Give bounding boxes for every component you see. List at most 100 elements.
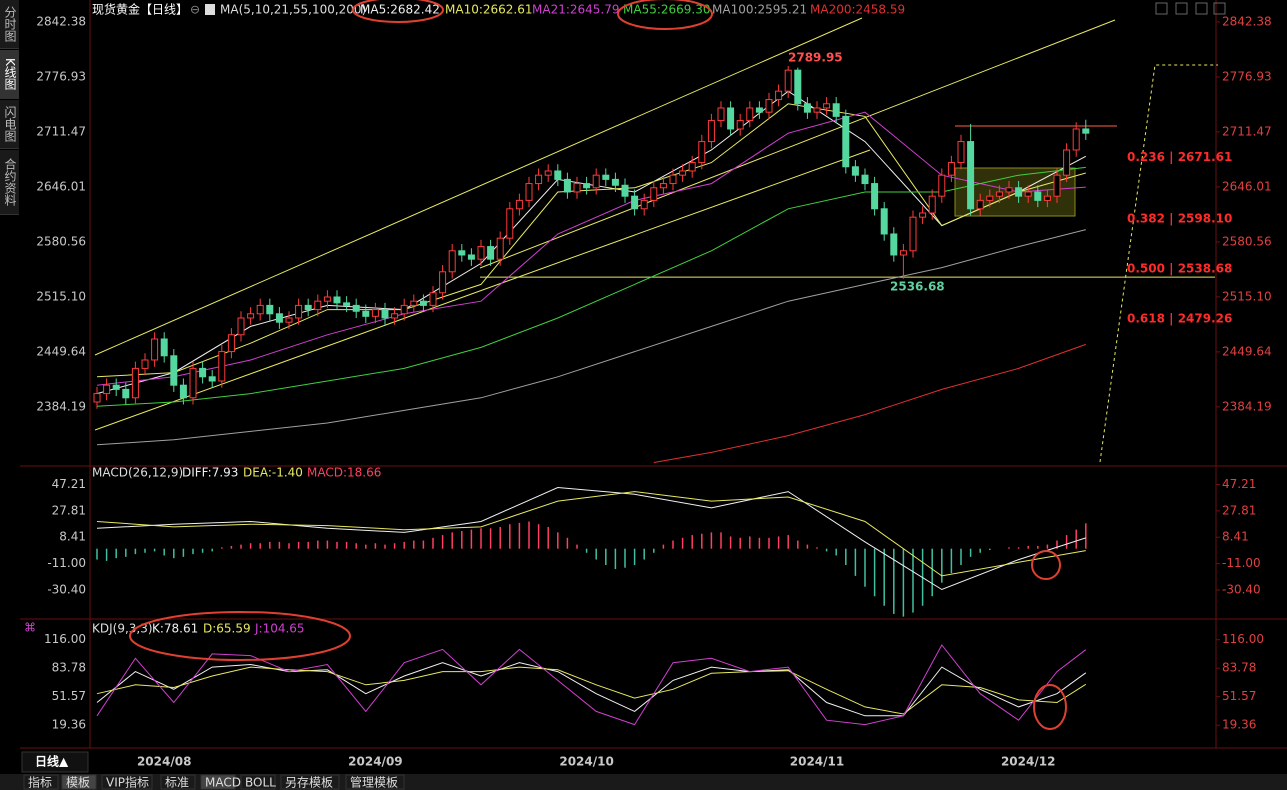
candle-body — [602, 174, 610, 180]
tab[interactable] — [280, 774, 340, 790]
candle-body — [717, 107, 725, 122]
tab-label[interactable]: VIP指标 — [106, 775, 149, 790]
candle-body — [554, 170, 562, 180]
tab-label[interactable]: BOLL — [245, 776, 276, 790]
candle-body — [141, 359, 149, 369]
y-tick-label: 51.57 — [52, 689, 86, 703]
candle-body — [314, 300, 322, 311]
y-tick-label: 19.36 — [52, 718, 86, 732]
fib-label: 0.236 | 2671.61 — [1127, 150, 1232, 164]
trend-line — [94, 149, 871, 431]
line-series — [653, 343, 1086, 463]
y-tick-label: 47.21 — [1222, 477, 1256, 491]
candle-body — [352, 304, 360, 312]
y-tick-label: 2842.38 — [36, 14, 86, 28]
candle-body — [967, 141, 975, 210]
candle-body — [131, 367, 139, 399]
candle-body — [467, 254, 475, 260]
highlight-circle — [1031, 550, 1061, 580]
period[interactable]: 日线▲ — [35, 754, 69, 769]
candle-body — [563, 178, 571, 193]
y-tick-label: -30.40 — [1222, 583, 1261, 597]
candle-body — [1024, 191, 1032, 197]
x-tick-label: 2024/09 — [348, 755, 402, 769]
tab-label[interactable]: 模板 — [66, 776, 90, 790]
candle-body — [919, 212, 927, 218]
y-tick-label: 47.21 — [52, 477, 86, 491]
y-tick-label: 2646.01 — [1222, 179, 1272, 193]
tab[interactable] — [200, 774, 236, 790]
tab[interactable] — [160, 774, 196, 790]
highlight-circle — [1033, 684, 1067, 730]
candle-body — [199, 367, 207, 378]
candle-body — [506, 208, 514, 239]
line-series — [96, 486, 1086, 591]
candle-body — [688, 162, 696, 172]
candle-body — [573, 183, 581, 193]
fib-label: 0.618 | 2479.26 — [1127, 312, 1232, 326]
y-tick-label: -11.00 — [1222, 556, 1261, 570]
candle-body — [371, 309, 379, 317]
tab-label[interactable]: 另存模板 — [285, 776, 333, 790]
candle-body — [842, 115, 850, 168]
y-tick-label: 27.81 — [52, 503, 86, 517]
tab-label[interactable]: 指标 — [28, 775, 52, 790]
candle-body — [583, 183, 591, 189]
y-tick-label: 8.41 — [1222, 530, 1249, 544]
candle-body — [1063, 149, 1071, 176]
tab-label[interactable]: MACD — [205, 776, 241, 790]
candle-body — [487, 246, 495, 260]
side-tab[interactable]: K线图 — [0, 50, 19, 99]
candle-body — [861, 174, 869, 185]
candle-body — [179, 384, 187, 399]
icon[interactable] — [205, 4, 215, 15]
y-tick-label: 2449.64 — [1222, 344, 1272, 358]
candle-body — [938, 174, 946, 197]
side-tab[interactable]: 闪电图 — [0, 100, 19, 149]
candle-body — [803, 103, 811, 113]
y-tick-label: 83.78 — [52, 661, 86, 675]
projection-line — [1099, 64, 1218, 463]
tab[interactable] — [61, 774, 97, 790]
candle-body — [899, 250, 907, 256]
candle-body — [170, 355, 178, 386]
tab[interactable] — [345, 774, 405, 790]
y-tick-label: 2580.56 — [36, 234, 86, 248]
y-tick-label: 51.57 — [1222, 689, 1256, 703]
candle-body — [304, 304, 312, 311]
candle-body — [679, 170, 687, 176]
side-tab[interactable]: 分时图 — [0, 0, 19, 49]
tab[interactable] — [101, 774, 153, 790]
candle-body — [535, 174, 543, 185]
candle-body — [160, 338, 168, 357]
window-icons[interactable] — [1155, 2, 1226, 15]
trend-line — [479, 19, 1116, 269]
candle-body — [765, 99, 773, 113]
candle-body — [496, 237, 504, 260]
macd-title: MACD(26,12,9) — [92, 466, 183, 480]
tab-label[interactable]: 标准 — [165, 776, 189, 790]
candle-body — [631, 195, 639, 210]
tab-label[interactable]: 管理模板 — [350, 775, 398, 790]
highlight-circle — [129, 611, 351, 661]
side-tab[interactable]: 合约资料 — [0, 150, 19, 215]
y-tick-label: 2384.19 — [1222, 399, 1272, 413]
line-series — [96, 111, 1086, 386]
trend-line — [94, 17, 863, 356]
tab[interactable] — [240, 774, 276, 790]
candle-body — [391, 313, 399, 319]
y-tick-label: 2711.47 — [36, 124, 86, 138]
candle-body — [112, 384, 120, 390]
y-tick-label: 2776.93 — [36, 69, 86, 83]
candle-body — [794, 69, 802, 105]
x-tick-label: 2024/11 — [790, 755, 844, 769]
candle-body — [429, 292, 437, 306]
candle-body — [93, 393, 101, 403]
tab[interactable] — [23, 774, 59, 790]
candle-body — [640, 199, 648, 210]
candle-body — [775, 90, 783, 101]
line-series — [96, 666, 1087, 715]
icon[interactable]: ⊖ — [190, 3, 200, 17]
y-tick-label: 2580.56 — [1222, 234, 1272, 248]
period-box[interactable] — [21, 751, 89, 773]
